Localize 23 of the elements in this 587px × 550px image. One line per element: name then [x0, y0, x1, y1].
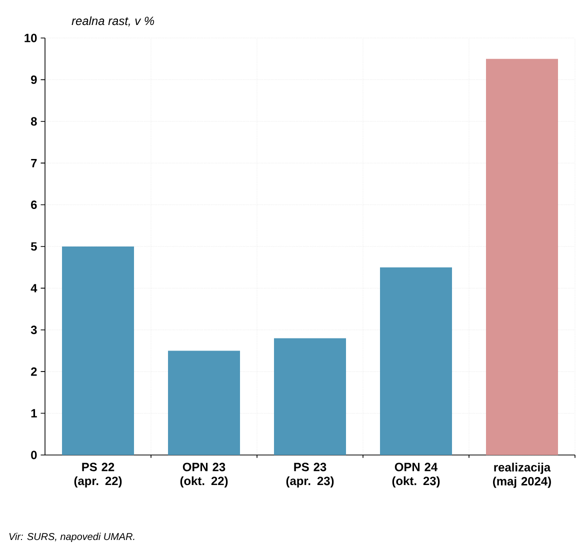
- y-tick-label: 9: [31, 75, 37, 84]
- bar: [486, 58, 558, 455]
- text: Vir: SURS, napovedi UMAR.: [9, 532, 134, 542]
- x-tick-label: PS 22 (apr. 22): [74, 462, 122, 488]
- y-tick-label: 6: [31, 200, 37, 210]
- x-tick-label: OPN 24 (okt. 23): [392, 462, 440, 488]
- y-axis-title: realna rast, v %: [72, 16, 154, 27]
- bar: [274, 338, 346, 455]
- y-tick-label: 7: [31, 158, 37, 168]
- bar: [62, 246, 134, 455]
- x-tick-label: PS 23 (apr. 23): [286, 462, 334, 488]
- y-tick-label: 0: [31, 450, 37, 460]
- y-tick-label: 5: [30, 242, 37, 251]
- y-tick-label: 4: [30, 284, 38, 292]
- y-tick-label: 2: [31, 367, 37, 376]
- x-tick-label: realizacija (maj 2024): [493, 462, 551, 488]
- x-tick-label: OPN 23 (okt. 22): [180, 462, 228, 488]
- y-tick-label: 1: [31, 409, 37, 418]
- y-tick-label: 10: [24, 34, 37, 42]
- y-tick-label: 8: [30, 117, 37, 126]
- y-tick-label: 3: [30, 326, 37, 334]
- bar: [168, 350, 240, 455]
- bar: [380, 267, 452, 455]
